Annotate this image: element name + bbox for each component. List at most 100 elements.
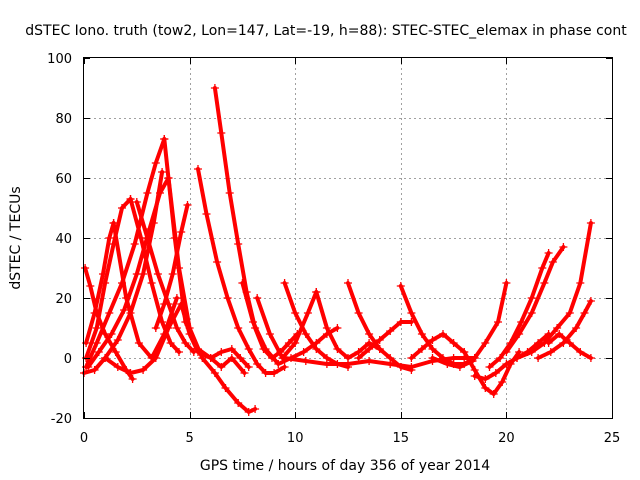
data-point-marker bbox=[147, 279, 156, 287]
data-point-marker bbox=[132, 198, 141, 206]
data-point-marker bbox=[210, 84, 219, 92]
data-point-marker bbox=[485, 363, 494, 371]
data-point-marker bbox=[99, 270, 107, 278]
data-point-marker bbox=[386, 360, 395, 368]
data-point-marker bbox=[206, 354, 215, 362]
series-sat-32 bbox=[428, 279, 511, 371]
series-sat-13 bbox=[101, 300, 253, 377]
y-tick-label: 60 bbox=[55, 172, 72, 187]
data-point-marker bbox=[213, 258, 222, 266]
data-point-marker bbox=[344, 279, 352, 287]
data-point-marker bbox=[417, 345, 426, 353]
data-point-marker bbox=[139, 366, 148, 374]
data-point-marker bbox=[172, 324, 181, 332]
data-point-marker bbox=[291, 339, 300, 347]
data-point-marker bbox=[143, 189, 152, 197]
data-point-marker bbox=[460, 348, 469, 356]
data-point-marker bbox=[280, 354, 289, 362]
data-point-marker bbox=[468, 357, 477, 365]
data-point-marker bbox=[261, 345, 270, 353]
series-line bbox=[472, 332, 551, 381]
data-point-marker bbox=[126, 195, 135, 203]
data-point-marker bbox=[164, 174, 173, 182]
data-point-marker bbox=[120, 306, 129, 314]
series-sat-05 bbox=[80, 168, 167, 377]
chart-title: dSTEC Iono. truth (tow2, Lon=147, Lat=-1… bbox=[25, 23, 627, 39]
data-point-marker bbox=[238, 279, 247, 287]
series-sat-15 bbox=[210, 84, 302, 362]
data-point-marker bbox=[160, 135, 169, 143]
data-point-marker bbox=[227, 345, 236, 353]
data-point-marker bbox=[253, 294, 262, 302]
data-point-marker bbox=[151, 159, 160, 167]
data-point-marker bbox=[513, 354, 521, 362]
data-point-marker bbox=[175, 264, 183, 272]
data-point-marker bbox=[428, 336, 437, 344]
data-point-marker bbox=[555, 330, 564, 338]
data-series bbox=[80, 84, 595, 416]
data-point-marker bbox=[301, 357, 310, 365]
y-tick-label: 80 bbox=[55, 112, 72, 127]
data-point-marker bbox=[151, 354, 160, 362]
data-point-marker bbox=[586, 297, 595, 305]
data-point-marker bbox=[151, 324, 160, 332]
plot-frame bbox=[83, 57, 613, 419]
data-point-marker bbox=[217, 363, 226, 371]
data-point-marker bbox=[128, 375, 137, 383]
series-sat-29 bbox=[513, 219, 595, 362]
data-point-marker bbox=[194, 165, 202, 173]
data-point-marker bbox=[84, 363, 93, 371]
data-point-marker bbox=[126, 369, 135, 377]
data-point-marker bbox=[407, 363, 416, 371]
data-point-marker bbox=[544, 249, 553, 257]
series-sat-30 bbox=[534, 297, 595, 362]
data-point-marker bbox=[183, 201, 192, 209]
data-point-marker bbox=[105, 234, 114, 242]
data-point-marker bbox=[386, 327, 395, 335]
data-point-marker bbox=[449, 339, 458, 347]
data-point-marker bbox=[105, 309, 114, 317]
y-tick-labels: -20 0 20 40 60 80 100 bbox=[47, 52, 72, 427]
series-line bbox=[84, 137, 167, 369]
data-point-marker bbox=[322, 324, 331, 332]
data-point-marker bbox=[244, 345, 253, 353]
data-point-marker bbox=[244, 408, 253, 416]
data-point-marker bbox=[210, 369, 219, 377]
data-point-marker bbox=[365, 330, 374, 338]
y-axis-label: dSTEC / TECUs bbox=[8, 186, 24, 289]
data-point-marker bbox=[280, 363, 289, 371]
data-point-marker bbox=[333, 324, 342, 332]
data-point-marker bbox=[118, 204, 126, 212]
data-point-marker bbox=[540, 279, 549, 287]
data-point-marker bbox=[164, 324, 173, 332]
data-point-marker bbox=[261, 369, 270, 377]
data-point-marker bbox=[417, 330, 426, 338]
data-point-marker bbox=[312, 288, 321, 296]
data-point-marker bbox=[253, 360, 262, 368]
data-point-marker bbox=[92, 324, 101, 332]
data-point-marker bbox=[534, 354, 543, 362]
data-point-marker bbox=[113, 336, 122, 344]
data-point-marker bbox=[312, 345, 321, 353]
data-point-marker bbox=[481, 375, 490, 383]
data-point-marker bbox=[538, 264, 547, 272]
data-point-marker bbox=[234, 324, 243, 332]
data-point-marker bbox=[559, 243, 568, 251]
data-point-marker bbox=[344, 360, 352, 368]
data-point-marker bbox=[527, 348, 536, 356]
data-point-marker bbox=[90, 366, 99, 374]
data-point-marker bbox=[181, 339, 190, 347]
data-point-marker bbox=[160, 300, 169, 308]
data-point-marker bbox=[333, 345, 342, 353]
data-point-marker bbox=[470, 372, 479, 380]
series-sat-28 bbox=[502, 243, 568, 356]
x-tick-label: 10 bbox=[287, 431, 304, 446]
data-point-marker bbox=[122, 294, 131, 302]
data-point-marker bbox=[494, 318, 502, 326]
data-point-marker bbox=[249, 318, 257, 326]
data-point-marker bbox=[236, 354, 245, 362]
data-point-marker bbox=[153, 270, 162, 278]
series-line bbox=[212, 86, 300, 360]
data-point-marker bbox=[291, 309, 300, 317]
